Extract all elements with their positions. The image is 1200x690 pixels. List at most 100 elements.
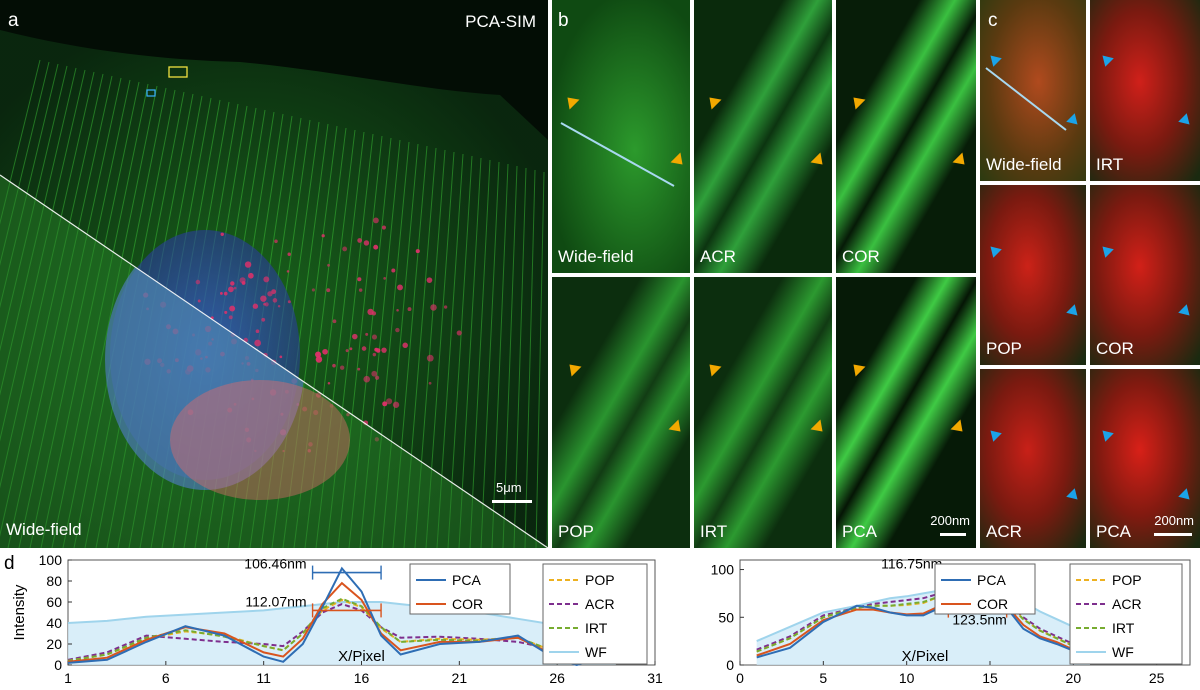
panel-a-letter: a [8, 10, 19, 31]
blue-arrow-icon [1178, 304, 1194, 320]
legend-label-acr: ACR [585, 596, 615, 612]
tile-label: IRT [1096, 155, 1124, 174]
legend-box [934, 563, 1036, 615]
panel-a-cell-rendering [0, 0, 548, 548]
y-tick-label: 60 [46, 594, 62, 610]
legend-label-irt: IRT [1112, 620, 1135, 636]
panel-b-tile-acr: ACR [694, 0, 832, 273]
blue-arrow-icon [986, 426, 1002, 442]
x-tick-label: 6 [162, 670, 170, 686]
legend-label-wf: WF [1112, 644, 1134, 660]
pca-sim-label: PCA-SIM [465, 12, 536, 31]
x-tick-label: 31 [647, 670, 663, 686]
blue-arrow-icon [986, 242, 1002, 258]
panel-b-scalebar-label: 200nm [930, 513, 970, 528]
yellow-arrow-icon [704, 359, 722, 377]
width-annotation: 116.75nm [881, 555, 942, 571]
panel-d-letter: d [4, 553, 15, 574]
y-tick-label: 20 [46, 636, 62, 652]
yellow-arrow-icon [668, 419, 686, 437]
panel-c-letter: c [988, 10, 998, 31]
legend-label-pop: POP [585, 572, 615, 588]
tile-label: IRT [700, 522, 728, 541]
line-profile-marker [560, 122, 675, 187]
panel-c-tile-pop: POP [980, 185, 1086, 365]
panel-a-image: a PCA-SIM Wide-field 5μm [0, 0, 548, 548]
tile-label: POP [558, 522, 594, 541]
yellow-arrow-icon [564, 359, 582, 377]
yellow-arrow-icon [810, 419, 828, 437]
panel-c-scalebar [1154, 533, 1192, 536]
blue-arrow-icon [1098, 242, 1114, 258]
yellow-arrow-icon [848, 92, 866, 110]
legend-label-pca: PCA [977, 572, 1006, 588]
tile-label: ACR [986, 522, 1022, 541]
x-tick-label: 5 [819, 670, 827, 686]
tile-label: COR [1096, 339, 1134, 358]
legend-label-acr: ACR [1112, 596, 1142, 612]
x-tick-label: 11 [256, 670, 271, 686]
tile-label: ACR [700, 247, 736, 266]
blue-arrow-icon [1178, 488, 1194, 504]
y-axis-label: Intensity [11, 584, 28, 640]
profile-chart-right: 0 5 10 15 20 25 0 50 100 X/Pixel 116.75nm 123.5nm PC… [711, 555, 1191, 686]
x-tick-label: 20 [1066, 670, 1082, 686]
legend-box [409, 563, 511, 615]
yellow-arrow-icon [950, 419, 968, 437]
profile-chart-left: 1 6 11 16 21 26 31020406080100IntensityX/Pixel… [11, 552, 663, 686]
blue-arrow-icon [1178, 113, 1194, 129]
y-tick-label: 0 [726, 657, 734, 673]
panel-b-tile-pop: POP [552, 277, 690, 548]
x-tick-label: 15 [982, 670, 998, 686]
panel-b-scalebar [940, 533, 966, 536]
x-tick-label: 21 [452, 670, 468, 686]
y-tick-label: 100 [711, 562, 735, 578]
panel-c-tile-irt: IRT [1090, 0, 1200, 181]
x-axis-label: X/Pixel [338, 648, 385, 665]
legend-label-cor: COR [977, 596, 1008, 612]
yellow-arrow-icon [704, 92, 722, 110]
blue-arrow-icon [1066, 304, 1082, 320]
panel-c-scalebar-label: 200nm [1154, 513, 1194, 528]
tile-label: PCA [842, 522, 877, 541]
panel-c-tile-acr: ACR [980, 369, 1086, 548]
x-tick-label: 10 [899, 670, 915, 686]
legend-label-irt: IRT [585, 620, 608, 636]
panel-b-tile-wide-field: Wide-field [552, 0, 690, 273]
y-tick-label: 100 [39, 552, 63, 568]
legend-label-wf: WF [585, 644, 607, 660]
tile-label: Wide-field [986, 155, 1062, 174]
blue-arrow-icon [1066, 488, 1082, 504]
y-tick-label: 80 [46, 573, 62, 589]
legend-label-cor: COR [452, 596, 483, 612]
x-tick-label: 16 [354, 670, 370, 686]
y-tick-label: 40 [46, 615, 62, 631]
panel-b-tile-pca: PCA 200nm [836, 277, 976, 548]
blue-arrow-icon [1098, 426, 1114, 442]
blue-arrow-icon [1098, 51, 1114, 67]
line-profile-marker [985, 67, 1067, 131]
width-annotation: 106.46nm [244, 556, 306, 572]
panel-a-scalebar [492, 500, 532, 503]
legend-label-pop: POP [1112, 572, 1142, 588]
width-annotation: 112.07nm [245, 593, 306, 609]
wf-area [68, 602, 616, 665]
tile-label: POP [986, 339, 1022, 358]
tile-label: PCA [1096, 522, 1131, 541]
series-line-irt [67, 597, 616, 662]
width-annotation: 123.5nm [952, 612, 1006, 628]
yellow-arrow-icon [848, 359, 866, 377]
panel-c-tile-cor: COR [1090, 185, 1200, 365]
x-tick-label: 1 [64, 670, 72, 686]
y-tick-label: 0 [54, 657, 62, 673]
panel-b-tile-cor: COR [836, 0, 976, 273]
wide-field-label: Wide-field [6, 520, 82, 539]
panel-b-tile-irt: IRT [694, 277, 832, 548]
x-tick-label: 26 [549, 670, 565, 686]
panel-b-letter: b [558, 10, 569, 31]
y-tick-label: 50 [718, 609, 734, 625]
yellow-arrow-icon [810, 152, 828, 170]
x-tick-label: 0 [736, 670, 744, 686]
x-axis-label: X/Pixel [902, 648, 949, 665]
x-tick-label: 25 [1149, 670, 1165, 686]
